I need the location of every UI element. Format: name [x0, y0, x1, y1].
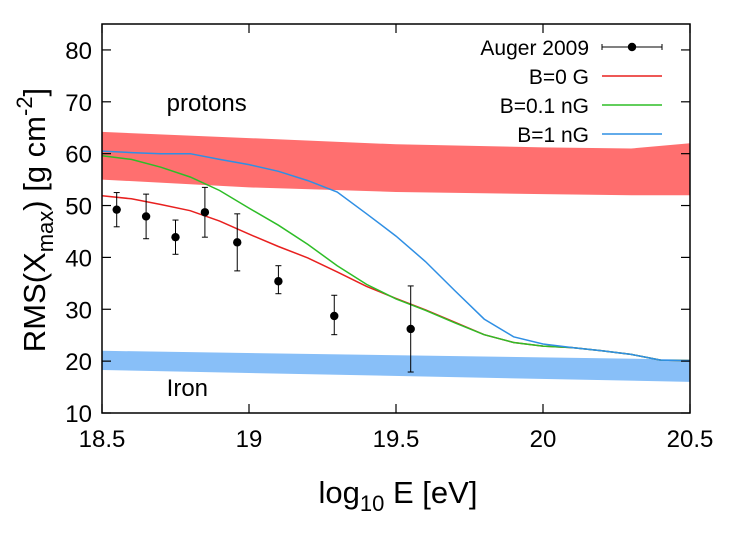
ticks-layer: 18.5 19 19.5 20 20.5 10 20 30 40 50 60 70 80 [65, 24, 713, 453]
data-point [112, 205, 121, 214]
y-tick-label: 30 [65, 297, 92, 324]
y-tick-label: 60 [65, 142, 92, 169]
data-point [141, 212, 151, 221]
bands-layer [102, 131, 690, 382]
x-tick-label: 19.5 [373, 426, 420, 453]
band-labels-layer: protons Iron [167, 90, 247, 402]
legend-layer: Auger 2009 B=0 G B=0.1 nG B=1 nG [480, 37, 663, 147]
series-line-b-1-ng [101, 150, 691, 362]
legend-swatch-point [627, 42, 637, 52]
x-axis-label: log10 E [eV] [319, 475, 478, 516]
protons-band-label: protons [167, 90, 247, 117]
x-tick-label: 19 [236, 426, 263, 453]
y-tick-label: 80 [65, 38, 92, 65]
data-point [330, 311, 339, 321]
data-point [406, 324, 415, 334]
y-axis-label: RMS(Xmax) [g cm-2] [12, 88, 58, 352]
legend-label-b-1-ng: B=1 nG [517, 124, 589, 147]
data-point [274, 277, 283, 286]
y-tick-label: 20 [65, 349, 92, 376]
x-tick-label: 20.5 [667, 426, 714, 453]
y-tick-label: 50 [65, 194, 92, 221]
x-tick-label: 20 [530, 426, 557, 453]
data-point [233, 238, 242, 247]
legend-label-b-0-g: B=0 G [529, 66, 589, 89]
y-tick-label: 10 [65, 401, 92, 428]
iron-band-label: Iron [167, 375, 208, 402]
lines-layer [101, 150, 691, 362]
x-tick-label: 18.5 [79, 426, 126, 453]
protons-band [102, 131, 690, 196]
data-point [171, 232, 180, 242]
points-layer [112, 186, 415, 373]
data-point [200, 208, 210, 217]
legend-label-b-0-1-ng: B=0.1 nG [500, 95, 589, 118]
iron-band [102, 350, 690, 382]
y-tick-label: 70 [65, 90, 92, 117]
series-line-b-0-g [101, 194, 691, 362]
legend-label-auger-2009: Auger 2009 [480, 37, 589, 60]
y-tick-label: 40 [65, 245, 92, 272]
